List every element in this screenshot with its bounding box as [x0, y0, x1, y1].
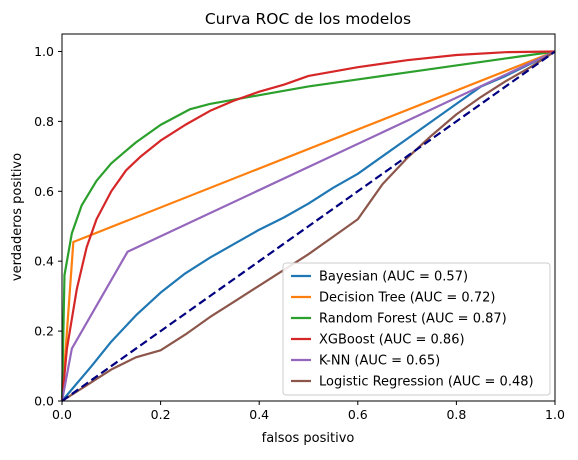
x-tick-label: 0.2 — [151, 407, 171, 422]
legend-entry-label: Decision Tree (AUC = 0.72) — [319, 291, 495, 306]
legend-box — [282, 262, 551, 396]
legend-entry-label: XGBoost (AUC = 0.86) — [319, 333, 465, 348]
y-axis: 0.0 0.2 0.4 0.6 0.8 1.0 — [34, 44, 62, 409]
diagonal-reference-line — [61, 50, 556, 402]
x-tick-label: 1.0 — [545, 407, 565, 422]
x-axis-title: falsos positivo — [262, 431, 355, 446]
x-tick-label: 0.8 — [446, 407, 466, 422]
legend-entry-label: Logistic Regression (AUC = 0.48) — [319, 375, 534, 390]
plot-lines — [60, 50, 556, 402]
series-line-0 — [61, 50, 556, 402]
legend-entry-label: K-NN (AUC = 0.65) — [319, 354, 440, 369]
y-tick-label: 0.8 — [34, 114, 54, 129]
plot-frame — [61, 33, 556, 402]
series-line-4 — [60, 50, 556, 402]
y-tick-label: 1.0 — [34, 44, 54, 59]
chart-title: Curva ROC de los modelos — [205, 10, 411, 28]
y-tick-label: 0.4 — [34, 254, 54, 269]
legend-entry-label: Random Forest (AUC = 0.87) — [319, 312, 507, 327]
x-tick-label: 0.4 — [249, 407, 269, 422]
x-tick-label: 0.0 — [52, 407, 72, 422]
legend: Bayesian (AUC = 0.57) Decision Tree (AUC … — [282, 262, 551, 396]
y-axis-title: verdaderos positivo — [10, 153, 25, 281]
y-tick-label: 0.0 — [34, 394, 54, 409]
legend-entry-label: Bayesian (AUC = 0.57) — [319, 270, 468, 285]
series-line-2 — [60, 50, 556, 402]
y-tick-label: 0.6 — [34, 184, 54, 199]
x-tick-label: 0.6 — [348, 407, 368, 422]
series-line-3 — [60, 50, 556, 402]
y-tick-label: 0.2 — [34, 324, 54, 339]
x-axis: 0.0 0.2 0.4 0.6 0.8 1.0 — [52, 401, 565, 422]
series-line-1 — [60, 50, 556, 402]
series-line-5 — [61, 50, 556, 402]
